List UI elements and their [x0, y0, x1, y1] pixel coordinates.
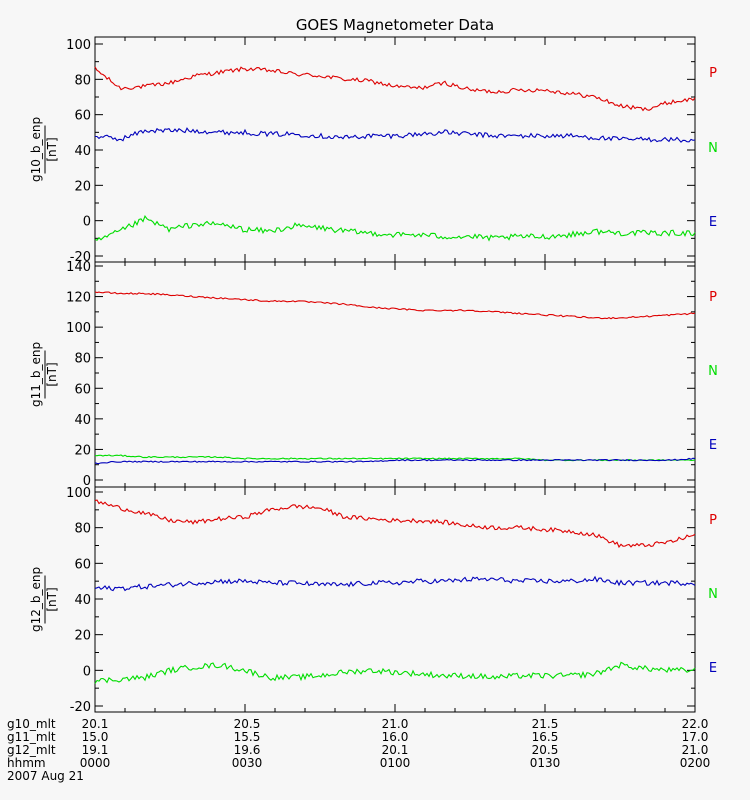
y-axis-label: g11_b_enp	[29, 342, 43, 407]
y-tick-label: -20	[70, 250, 91, 265]
panel-3: -20 0 20 40 60 80 100 g12_b_enp [nT] P N E	[29, 486, 718, 715]
x-tick-label: 20.1	[82, 717, 109, 731]
x-tick-label: 20.5	[532, 743, 559, 757]
y-axis-label: g10_b_enp	[29, 117, 43, 182]
x-axis-table: g10_mlt 20.1 20.5 21.0 21.5 22.0 g11_mlt 15.0 15…	[7, 717, 710, 783]
y-tick-label: 20	[74, 179, 91, 194]
x-ticks	[94, 262, 696, 487]
x-tick-label: 21.5	[532, 717, 559, 731]
series-E-line	[94, 457, 696, 465]
y-axis-unit: [nT]	[45, 137, 59, 161]
x-tick-label: 20.5	[234, 717, 261, 731]
y-tick-label: 40	[74, 144, 91, 159]
series-N-line	[94, 575, 696, 592]
y-tick-label: 100	[66, 38, 91, 53]
x-tick-label: 21.0	[682, 743, 709, 757]
y-ticks: -20 0 20 40 60 80 100	[66, 38, 695, 265]
legend-P: P	[709, 66, 717, 81]
y-tick-label: 0	[83, 664, 91, 679]
x-row-label: g10_mlt	[7, 717, 56, 731]
x-tick-label: 16.5	[532, 730, 559, 744]
x-tick-label: 15.5	[234, 730, 261, 744]
y-tick-label: 140	[66, 260, 91, 275]
series-P-line	[94, 66, 696, 112]
y-tick-label: 60	[74, 109, 91, 124]
legend-N: N	[708, 587, 718, 602]
series-N-line	[95, 127, 696, 143]
date-label: 2007 Aug 21	[7, 769, 84, 783]
x-tick-label: 0130	[530, 756, 561, 770]
series-P-line	[94, 291, 696, 320]
y-ticks: -20 0 20 40 60 80 100	[66, 486, 695, 715]
legend-E: E	[709, 661, 717, 676]
x-tick-label: 17.0	[682, 730, 709, 744]
y-tick-label: 20	[74, 443, 91, 458]
y-tick-label: 100	[66, 321, 91, 336]
y-tick-label: 120	[66, 291, 91, 306]
x-row-label: hhmm	[7, 756, 46, 770]
x-tick-label: 21.0	[382, 717, 409, 731]
y-tick-label: 80	[74, 73, 91, 88]
x-tick-label: 0030	[232, 756, 263, 770]
x-tick-label: 20.1	[382, 743, 409, 757]
x-tick-label: 19.1	[82, 743, 109, 757]
panel-1: -20 0 20 40 60 80 100 g10_b_enp [nT] P N E	[29, 36, 718, 265]
legend-N: N	[708, 364, 718, 379]
x-ticks	[94, 487, 696, 712]
legend-E: E	[709, 215, 717, 230]
x-tick-label: 0200	[680, 756, 711, 770]
y-ticks: 0 20 40 60 80 100 120 140	[66, 260, 695, 489]
y-tick-label: 60	[74, 557, 91, 572]
y-tick-label: 100	[66, 486, 91, 501]
x-tick-label: 22.0	[682, 717, 709, 731]
x-row-label: g12_mlt	[7, 743, 56, 757]
x-tick-label: 19.6	[234, 743, 261, 757]
y-tick-label: -20	[70, 700, 91, 715]
x-ticks	[94, 37, 696, 262]
legend-P: P	[709, 290, 717, 305]
y-axis-unit: [nT]	[45, 362, 59, 386]
y-tick-label: 20	[74, 629, 91, 644]
legend-E: E	[709, 438, 717, 453]
legend-P: P	[709, 513, 717, 528]
y-tick-label: 0	[83, 215, 91, 230]
series-E-line	[94, 214, 696, 242]
series-P-line	[94, 499, 696, 549]
y-tick-label: 80	[74, 352, 91, 367]
y-axis-unit: [nT]	[45, 587, 59, 611]
y-tick-label: 40	[74, 413, 91, 428]
legend-N: N	[708, 141, 718, 156]
y-tick-label: 60	[74, 382, 91, 397]
x-tick-label: 15.0	[82, 730, 109, 744]
x-tick-label: 16.0	[382, 730, 409, 744]
x-tick-label: 0000	[80, 756, 111, 770]
x-tick-label: 0100	[380, 756, 411, 770]
y-tick-label: 40	[74, 593, 91, 608]
x-row-label: g11_mlt	[7, 730, 56, 744]
chart-title: GOES Magnetometer Data	[296, 16, 494, 34]
y-tick-label: 0	[83, 474, 91, 489]
series-E-line	[94, 661, 696, 684]
y-axis-label: g12_b_enp	[29, 567, 43, 632]
y-tick-label: 80	[74, 522, 91, 537]
